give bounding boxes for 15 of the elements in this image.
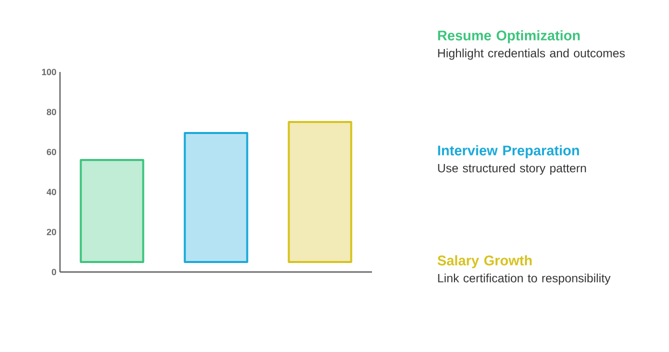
bar [184,132,248,263]
y-tick-label: 40 [46,188,56,196]
bar [288,120,352,263]
y-tick-label: 20 [46,228,56,236]
y-tick-label: 100 [42,68,56,76]
text: Interview Preparation [438,145,579,158]
y-tick-label: 80 [46,108,56,116]
text: Salary Growth [438,255,532,268]
text: Use structured story pattern [438,164,586,175]
text: Resume Optimization [438,30,580,44]
y-tick-label: 60 [46,148,56,156]
y-tick-label: 0 [52,268,56,276]
text: Highlight credentials and outcomes [438,48,625,60]
bar [80,158,144,263]
text: Link certification to responsibility [438,274,611,285]
